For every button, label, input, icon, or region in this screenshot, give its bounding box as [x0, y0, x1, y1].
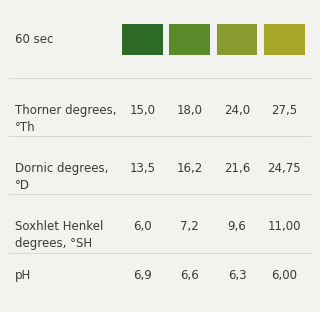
Text: Soxhlet Henkel
degrees, °SH: Soxhlet Henkel degrees, °SH	[15, 220, 104, 250]
FancyBboxPatch shape	[169, 24, 210, 55]
Text: Thorner degrees,
°Th: Thorner degrees, °Th	[15, 104, 117, 134]
Text: 9,6: 9,6	[228, 220, 246, 233]
Text: 60 sec: 60 sec	[15, 33, 54, 46]
Text: 24,75: 24,75	[268, 162, 301, 175]
Text: 6,6: 6,6	[180, 269, 199, 282]
Text: 13,5: 13,5	[130, 162, 156, 175]
Text: 27,5: 27,5	[271, 104, 297, 117]
FancyBboxPatch shape	[122, 24, 163, 55]
Text: 21,6: 21,6	[224, 162, 250, 175]
Text: pH: pH	[15, 269, 32, 282]
Text: 24,0: 24,0	[224, 104, 250, 117]
Text: 15,0: 15,0	[130, 104, 156, 117]
Text: 11,00: 11,00	[268, 220, 301, 233]
Text: 6,9: 6,9	[133, 269, 152, 282]
Text: Dornic degrees,
°D: Dornic degrees, °D	[15, 162, 109, 192]
Text: 18,0: 18,0	[177, 104, 203, 117]
FancyBboxPatch shape	[264, 24, 305, 55]
Text: 6,0: 6,0	[133, 220, 152, 233]
Text: 7,2: 7,2	[180, 220, 199, 233]
Text: 6,00: 6,00	[271, 269, 297, 282]
Text: 6,3: 6,3	[228, 269, 246, 282]
FancyBboxPatch shape	[217, 24, 258, 55]
Text: 16,2: 16,2	[177, 162, 203, 175]
